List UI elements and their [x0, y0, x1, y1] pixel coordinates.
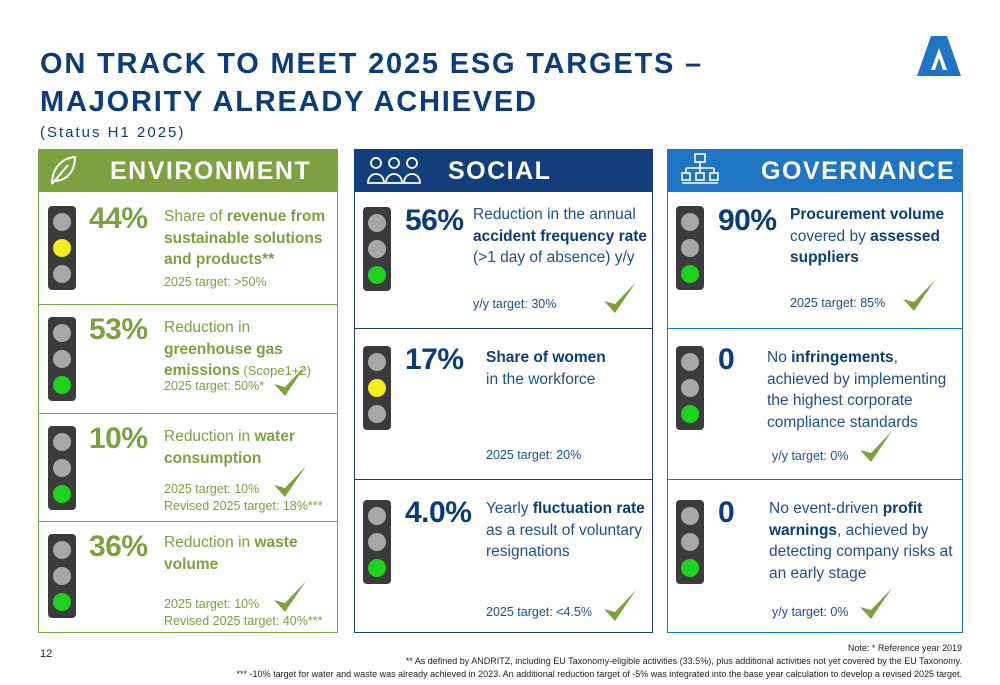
soc-target: 2025 target: 20% [486, 448, 582, 462]
env-card-revenue: 44% Share of revenue from sustainable so… [39, 192, 337, 304]
env-value: 10% [89, 422, 148, 455]
traffic-light-icon [676, 500, 704, 584]
traffic-light-icon [363, 207, 391, 291]
footnote-revised-target: *** -10% target for water and waste was … [236, 669, 962, 679]
org-chart-icon [681, 153, 719, 184]
checkmark-icon [274, 466, 306, 497]
gov-value: 0 [718, 343, 735, 376]
env-revised-target: Revised 2025 target: 18%*** [164, 499, 323, 513]
traffic-light-icon [48, 426, 76, 510]
leaf-icon [51, 155, 77, 185]
footnote-reference-year: Note: * Reference year 2019 [847, 643, 962, 653]
env-description: Reduction in water consumption [164, 428, 295, 467]
soc-target: y/y target: 30% [473, 297, 557, 311]
env-card-waste: 36% Reduction in waste volume 2025 targe… [39, 522, 337, 632]
env-revised-target: Revised 2025 target: 40%*** [164, 614, 323, 628]
governance-header: GOVERNANCE [667, 149, 963, 192]
soc-value: 4.0% [405, 496, 472, 529]
soc-target: 2025 target: <4.5% [486, 605, 592, 619]
soc-description: Share of women in the workforce [486, 349, 606, 388]
env-target: 2025 target: >50% [164, 275, 267, 289]
checkmark-icon [604, 590, 636, 621]
traffic-light-icon [48, 317, 76, 401]
gov-card-profit-warnings: 0 No event-driven profit warnings, achie… [668, 480, 962, 632]
social-panel: SOCIAL 56% Reduction in the annual accid… [354, 149, 653, 633]
env-value: 53% [89, 313, 148, 346]
traffic-light-icon [363, 500, 391, 584]
gov-target: y/y target: 0% [772, 449, 849, 463]
footnote-taxonomy: ** As defined by ANDRITZ, including EU T… [405, 656, 962, 666]
soc-card-fluctuation: 4.0% Yearly fluctuation rate as a result… [355, 480, 652, 632]
social-header: SOCIAL [354, 149, 653, 192]
env-description: Reduction in greenhouse gas emissions (S… [164, 319, 311, 379]
env-card-ghg: 53% Reduction in greenhouse gas emission… [39, 305, 337, 413]
gov-card-procurement: 90% Procurement volume covered by assess… [668, 192, 962, 328]
gov-value: 90% [718, 204, 777, 237]
traffic-light-icon [676, 346, 704, 430]
checkmark-icon [604, 282, 636, 313]
traffic-light-icon [363, 346, 391, 430]
soc-value: 17% [405, 343, 464, 376]
page-subtitle: (Status H1 2025) [40, 124, 186, 141]
gov-description: Procurement volume covered by assessed s… [790, 206, 945, 266]
soc-card-women: 17% Share of women in the workforce 2025… [355, 329, 652, 479]
env-card-water: 10% Reduction in water consumption 2025 … [39, 414, 337, 521]
page-title: ON TRACK TO MEET 2025 ESG TARGETS – MAJO… [40, 45, 800, 121]
soc-card-accidents: 56% Reduction in the annual accident fre… [355, 192, 652, 328]
traffic-light-icon [676, 206, 704, 290]
checkmark-icon [860, 588, 892, 619]
env-description: Reduction in waste volume [164, 534, 298, 573]
environment-title: ENVIRONMENT [110, 157, 312, 185]
gov-target: 2025 target: 85% [790, 296, 886, 310]
env-value: 36% [89, 530, 148, 563]
social-title: SOCIAL [448, 157, 552, 185]
governance-panel: GOVERNANCE 90% Procurement volume covere… [667, 149, 963, 633]
gov-target: y/y target: 0% [772, 605, 849, 619]
traffic-light-icon [48, 534, 76, 618]
governance-title: GOVERNANCE [761, 157, 956, 185]
gov-value: 0 [718, 496, 735, 529]
env-target: 2025 target: 10% [164, 597, 260, 611]
env-description: Share of revenue from sustainable soluti… [164, 208, 326, 268]
checkmark-icon [860, 431, 892, 462]
title-line-2: MAJORITY ALREADY ACHIEVED [40, 86, 538, 118]
title-line-1: ON TRACK TO MEET 2025 ESG TARGETS – [40, 48, 703, 80]
soc-value: 56% [405, 204, 464, 237]
environment-panel: ENVIRONMENT 44% Share of revenue from su… [38, 149, 338, 633]
environment-header: ENVIRONMENT [38, 149, 338, 192]
soc-description: Yearly fluctuation rate as a result of v… [486, 500, 645, 560]
checkmark-icon [274, 365, 306, 396]
traffic-light-icon [48, 206, 76, 290]
soc-description: Reduction in the annual accident frequen… [473, 206, 648, 266]
gov-description: No event-driven profit warnings, achieve… [769, 500, 953, 582]
gov-card-infringements: 0 No infringements, achieved by implemen… [668, 329, 962, 479]
andritz-logo-icon [917, 36, 961, 76]
env-target: 2025 target: 50%* [164, 379, 265, 393]
gov-description: No infringements, achieved by implementi… [767, 349, 947, 431]
env-target: 2025 target: 10% [164, 482, 260, 496]
checkmark-icon [274, 581, 306, 612]
checkmark-icon [903, 280, 935, 311]
page-number: 12 [40, 648, 53, 660]
env-value: 44% [89, 202, 148, 235]
people-icon [367, 157, 421, 184]
